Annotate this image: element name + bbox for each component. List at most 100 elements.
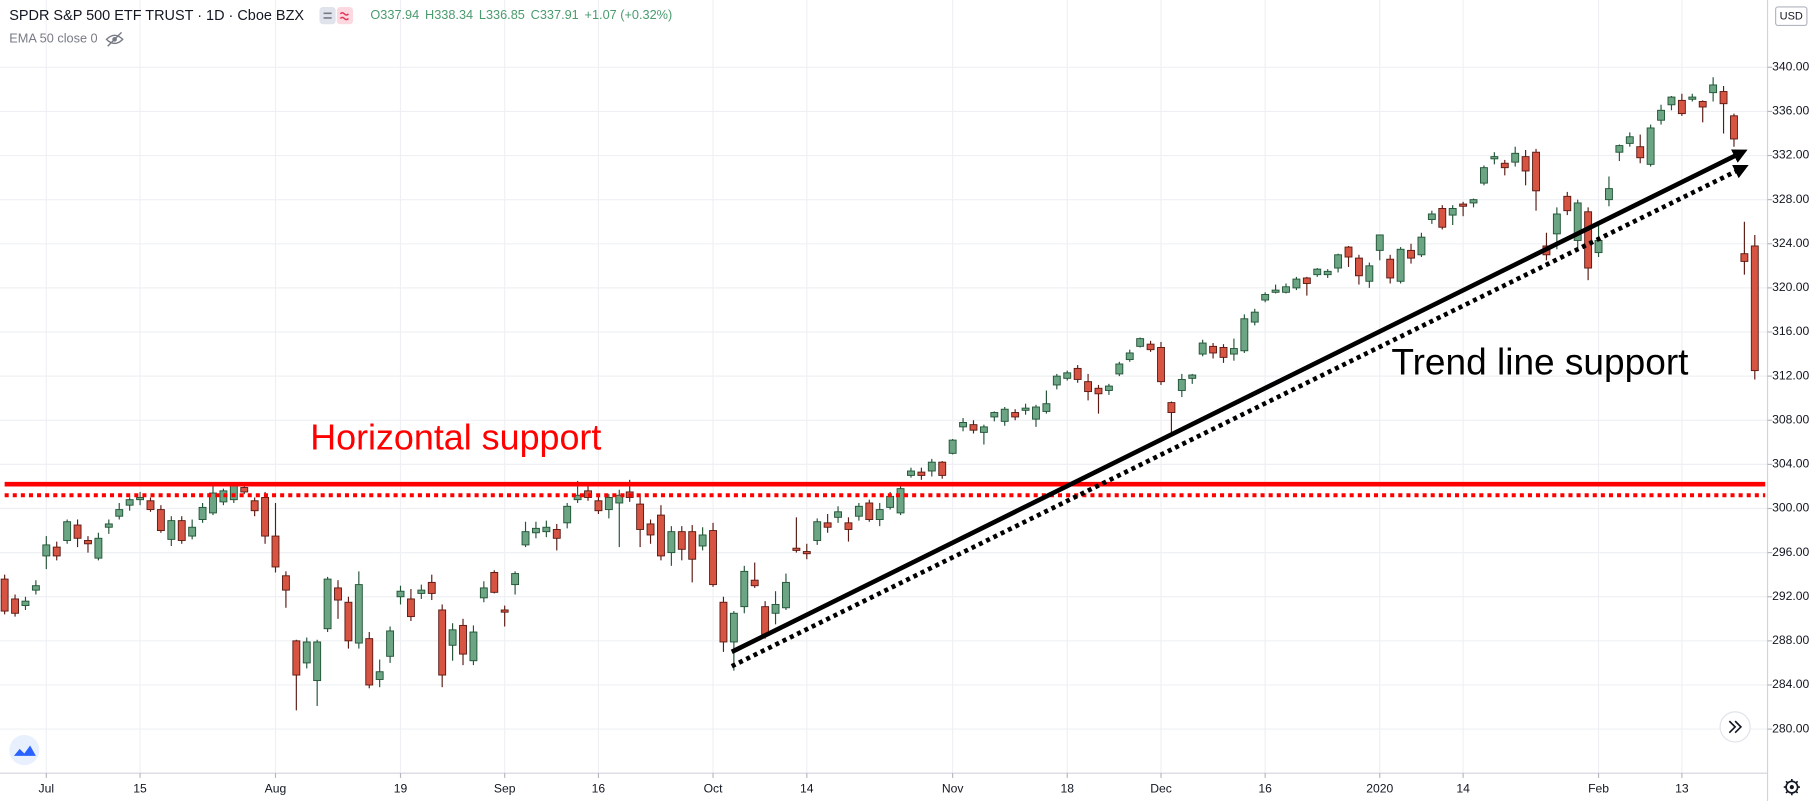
candle-body [21, 600, 30, 607]
candle-body [1250, 311, 1259, 323]
y-tick-label: 328.00 [1772, 192, 1809, 206]
grid [0, 0, 1768, 774]
candle-body [261, 497, 270, 537]
candle-body [1667, 96, 1676, 106]
brand-logo[interactable] [9, 735, 40, 766]
annotation: Horizontal support [310, 417, 601, 457]
candle-body [1730, 115, 1738, 140]
x-tick-label: Nov [942, 782, 965, 796]
ohlc-label: H [425, 8, 434, 23]
candle-body [886, 495, 895, 508]
trend-line [730, 149, 1748, 654]
candle-body [1334, 254, 1343, 269]
candle-body [0, 578, 9, 612]
candle-body [782, 581, 790, 609]
candle-body [1219, 346, 1228, 358]
candle-body [52, 546, 61, 557]
y-tick-label: 324.00 [1772, 236, 1809, 250]
candle-body [1292, 278, 1301, 289]
x-tick-label: 13 [1675, 782, 1689, 796]
candle-body [1146, 343, 1155, 351]
candle-body [1011, 412, 1020, 418]
candle-body [323, 578, 332, 630]
candle-body [156, 509, 165, 532]
candle-body [1740, 253, 1749, 262]
candle-body [1584, 211, 1593, 269]
candle-body [1636, 146, 1645, 159]
candle-body [1563, 195, 1572, 212]
candle-body [292, 640, 301, 676]
candle-body [688, 531, 697, 560]
candle-body [84, 540, 92, 545]
candle-body [834, 511, 842, 518]
candle-body [1480, 167, 1488, 184]
icon-glyph [323, 12, 332, 19]
candle-body [677, 531, 686, 550]
y-tick-label: 340.00 [1772, 59, 1809, 73]
candle-body [667, 531, 676, 554]
indicator-label: EMA 50 close 0 [9, 31, 97, 46]
candle-body [1594, 239, 1603, 254]
candle-body [94, 537, 103, 559]
candle-body [344, 601, 353, 642]
candle-body [146, 500, 155, 511]
candle-body [719, 601, 728, 643]
candle-body [1084, 381, 1093, 393]
candle-body [1302, 277, 1311, 284]
candle-body [125, 499, 134, 506]
candle-body [281, 575, 290, 591]
candle-body [1271, 289, 1280, 293]
candle-body [1240, 318, 1249, 352]
x-tick-label: Aug [265, 782, 287, 796]
candle-body [729, 612, 738, 643]
candle-body [990, 412, 999, 418]
x-tick-label: 16 [1258, 782, 1272, 796]
candle-body [917, 471, 926, 476]
candle-body [1490, 156, 1499, 160]
candle-body [479, 587, 488, 599]
x-tick-label: 15 [133, 782, 147, 796]
x-tick-label: 14 [800, 782, 814, 796]
candle-body [1469, 199, 1478, 204]
candle-body [375, 671, 384, 680]
candle-body [1407, 249, 1415, 259]
currency-badge[interactable] [1775, 6, 1808, 27]
axes: 280.00 284.00 288.00 292.00 296.00 300.00 304.… [39, 59, 1810, 795]
candle-body [594, 500, 603, 512]
candle-body [1427, 213, 1436, 220]
candle-body [386, 630, 395, 657]
candle-body [1605, 188, 1613, 201]
candle-body [417, 589, 426, 594]
change-value: +1.07 (+0.32%) [585, 8, 673, 23]
candle-body [1282, 286, 1290, 293]
candle-body [1677, 99, 1686, 115]
candle-body [1365, 265, 1374, 282]
candle-body [1500, 162, 1509, 169]
ohlc-label: O [370, 8, 380, 23]
candle-body [1532, 151, 1540, 192]
candle-body [563, 505, 572, 524]
x-tick-label: 16 [592, 782, 606, 796]
settings-button[interactable] [1783, 779, 1800, 796]
y-tick-label: 332.00 [1772, 148, 1809, 162]
hide-icon[interactable] [105, 31, 124, 47]
candle-body [334, 587, 342, 601]
candle-body [1615, 145, 1624, 153]
icon-button[interactable] [319, 6, 336, 25]
candle-body [948, 439, 957, 454]
candle-body [823, 522, 832, 528]
x-tick-label: 14 [1456, 782, 1470, 796]
icon-button[interactable] [336, 6, 354, 25]
candle-body [792, 547, 801, 551]
candle-body [969, 424, 978, 431]
candle-body [1625, 136, 1634, 144]
candle-body [1177, 378, 1186, 391]
annotation: Trend line support [1391, 340, 1689, 382]
candle-body [63, 521, 72, 541]
scroll-to-realtime[interactable] [1719, 711, 1751, 743]
candle-body [1552, 213, 1561, 235]
candle-body [1115, 363, 1124, 375]
candle-body [1375, 234, 1384, 251]
trend-line [730, 164, 1749, 669]
